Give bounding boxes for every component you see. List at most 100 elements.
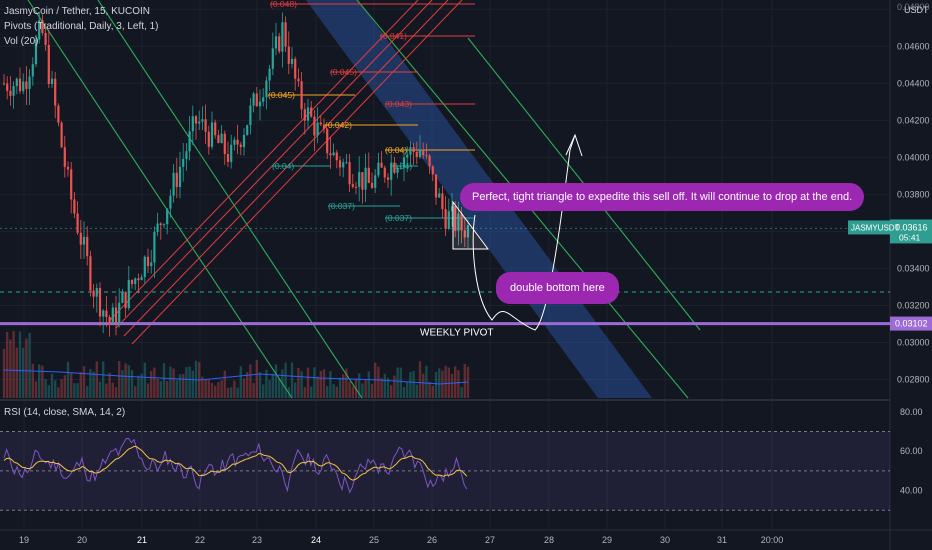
candle-body [354,186,358,188]
volume-bar [412,370,415,398]
pivot-level-label: (0.041) [380,31,407,41]
candle-body [422,149,425,156]
candle-body [274,36,278,49]
candle-body [284,22,287,47]
candle-body [214,122,217,136]
candle-body [98,288,102,317]
candle-body [134,278,137,285]
candle-body [198,121,201,124]
candle-body [159,223,162,226]
volume-bar [220,380,223,398]
volume-bar [332,384,335,398]
volume-bar [338,377,342,398]
candle-body [185,151,188,160]
candle-body [156,223,159,232]
volume-bar [118,361,121,398]
candle-body [290,58,294,64]
volume-indicator-label: Vol (20) [4,36,39,47]
volume-bar [60,379,63,398]
candle-body [220,133,223,144]
symbol-title: JasmyCoin / Tether, 15, KUCOIN [4,6,150,17]
red-channel-line [123,0,449,337]
candle-body [60,122,63,148]
candle-body [70,169,73,200]
volume-bar [230,387,233,398]
volume-bar [12,331,15,398]
price-axis-tick-top: 0.04800 [897,2,930,12]
candle-body [191,116,194,132]
price-axis-tick: 0.04600 [897,41,930,51]
candle-body [201,119,204,122]
candle-body [450,206,454,212]
candle-body [322,124,326,129]
current-price-value: 0.03616 [895,222,928,232]
price-axis-tick: 0.03400 [897,263,930,273]
candle-body [438,193,441,198]
candle-body [108,316,111,324]
volume-bar [249,364,252,398]
candle-body [38,19,41,40]
volume-bar [406,382,409,398]
volume-bar [204,379,207,398]
candle-body [441,193,444,210]
bar-countdown: 05:41 [899,232,921,242]
candle-body [34,39,38,65]
callout-triangle[interactable]: Perfect, tight triangle to expedite this… [460,183,865,211]
volume-bar [351,386,354,398]
time-axis-tick: 24 [311,535,321,545]
volume-bar [390,385,393,398]
time-axis-tick: 28 [544,535,554,545]
pivot-level-label: (0.037) [385,213,412,223]
price-axis-tick: 0.04000 [897,152,930,162]
volume-bar [6,331,9,398]
volume-bar [108,372,111,398]
candle-body [66,166,70,170]
volume-bar [105,383,108,398]
volume-bar [188,366,191,398]
time-axis-tick: 29 [602,535,612,545]
volume-bar [255,360,258,398]
candle-body [444,209,447,229]
candle-body [425,155,428,157]
volume-bar [185,367,188,398]
candle-body [9,90,12,96]
volume-bar [377,366,380,398]
candle-body [390,162,393,180]
volume-bar [329,371,332,398]
pivot-level-label: (0.045) [330,67,357,77]
candle-body [44,33,47,45]
volume-bar [271,373,274,398]
candle-body [239,144,242,148]
symbol-badge [848,220,890,235]
volume-bar [335,386,338,398]
volume-bar [415,384,418,398]
candle-body [118,302,121,324]
volume-bar [290,362,294,398]
candle-body [204,119,207,132]
callout-double-bottom[interactable]: double bottom here [496,272,619,304]
volume-bar [425,365,428,398]
candle-body [188,131,191,152]
volume-bar [281,369,284,398]
volume-bar [214,385,217,398]
candle-body [175,172,178,188]
volume-bar [92,371,95,398]
candle-body [140,277,143,281]
rsi-indicator-label: RSI (14, close, SMA, 14, 2) [4,407,126,418]
candle-body [370,182,374,188]
volume-bars [2,331,470,398]
green-trendline [97,0,363,399]
candle-body [242,134,246,148]
candle-body [76,213,79,233]
candle-body [278,36,281,52]
volume-bar [322,369,326,398]
volume-bar [73,383,76,398]
pivot-level-label: (0.045) [268,90,295,100]
candle-body [406,154,409,158]
volume-bar [287,387,290,398]
volume-bar [57,387,60,398]
candle-body [18,78,22,92]
volume-bar [278,378,281,398]
